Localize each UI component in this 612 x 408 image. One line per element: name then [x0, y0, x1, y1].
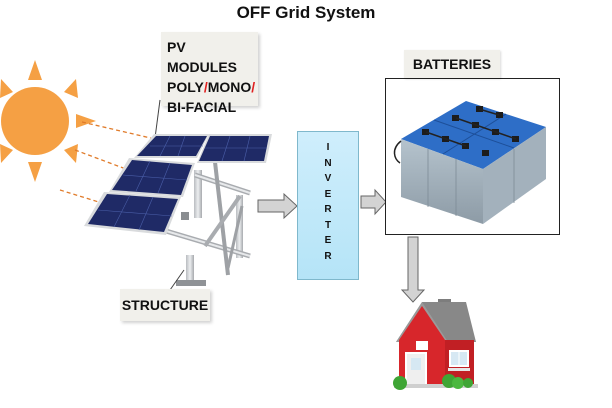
inverter-letter: I	[326, 142, 330, 153]
solar-panel-array	[84, 134, 272, 235]
inverter-letter: T	[324, 219, 332, 231]
inverter-letter: E	[324, 188, 332, 200]
inverter-letter: R	[324, 204, 332, 215]
pv-callout-pointer	[154, 99, 161, 139]
arrow-panels-to-inverter	[257, 192, 298, 220]
arrow-inverter-to-batteries	[360, 188, 387, 216]
inverter-letter: V	[324, 173, 332, 184]
inverter-box: I N V E R T E R	[297, 131, 359, 280]
structure-label: STRUCTURE	[120, 289, 210, 321]
sun-icon	[0, 60, 96, 182]
pv-modules-line1: PV MODULES	[167, 39, 237, 75]
structure-callout-pointer	[169, 269, 185, 291]
batteries-box	[385, 78, 560, 235]
pv-modules-callout: PV MODULES POLY/MONO/ BI-FACIAL	[161, 32, 258, 115]
inverter-letter: N	[324, 157, 332, 169]
arrow-batteries-to-house	[400, 236, 426, 303]
pv-type-mono: MONO	[207, 79, 252, 95]
battery-bank-icon	[393, 101, 546, 224]
pv-type-poly: POLY	[167, 79, 204, 95]
pv-modules-line2: POLY/MONO/	[167, 77, 258, 97]
pv-separator: /	[251, 79, 256, 95]
batteries-label: BATTERIES	[404, 50, 500, 78]
pv-type-bifacial: BI-FACIAL	[167, 99, 237, 115]
inverter-letter: E	[324, 235, 332, 246]
inverter-letter: R	[324, 250, 332, 262]
inverter-label: I N V E R T E R	[298, 140, 358, 264]
mounting-structure	[165, 161, 251, 286]
diagram-title: OFF Grid System	[236, 3, 376, 22]
pv-separator: /	[203, 79, 208, 95]
